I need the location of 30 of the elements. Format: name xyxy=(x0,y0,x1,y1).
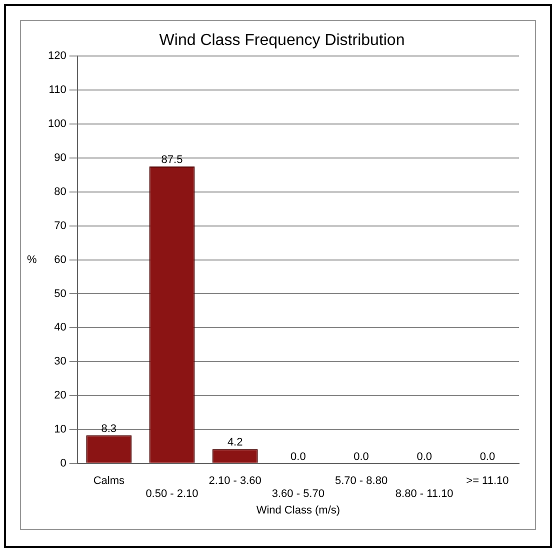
y-tick-label: 40 xyxy=(54,322,66,334)
y-tick-label: 60 xyxy=(54,254,66,266)
y-tick-label: 10 xyxy=(54,424,66,436)
y-tick-label: 30 xyxy=(54,356,66,368)
y-tick-label: 120 xyxy=(48,50,66,62)
x-axis-title: Wind Class (m/s) xyxy=(256,504,340,516)
data-label: 8.3 xyxy=(101,422,117,435)
y-tick-label: 20 xyxy=(54,390,66,402)
x-tick-label: 5.70 - 8.80 xyxy=(334,475,388,488)
x-tick-label: Calms xyxy=(93,475,125,488)
data-label: 87.5 xyxy=(161,154,183,166)
data-label: 0.0 xyxy=(354,450,369,463)
x-tick-label: 3.60 - 5.70 xyxy=(272,488,324,500)
data-label: 0.0 xyxy=(416,450,432,463)
data-label: 0.0 xyxy=(480,450,496,463)
y-tick-label: 0 xyxy=(60,457,66,470)
y-tick-label: 90 xyxy=(54,152,66,164)
y-tick-label: 110 xyxy=(48,84,66,96)
x-tick-label: 0.50 - 2.10 xyxy=(146,488,198,500)
y-tick-label: 80 xyxy=(54,186,66,198)
y-tick-label: 70 xyxy=(54,220,66,232)
chart-title: Wind Class Frequency Distribution xyxy=(159,32,405,50)
x-tick-label: >= 11.10 xyxy=(466,475,509,488)
data-label: 0.0 xyxy=(290,450,306,463)
y-tick-label: 100 xyxy=(48,118,66,130)
y-tick-label: 50 xyxy=(54,288,66,300)
x-tick-label: 8.80 - 11.10 xyxy=(395,488,454,500)
y-axis-title: % xyxy=(27,254,37,266)
data-label: 4.2 xyxy=(227,436,243,449)
x-tick-label: 2.10 - 3.60 xyxy=(208,475,262,488)
